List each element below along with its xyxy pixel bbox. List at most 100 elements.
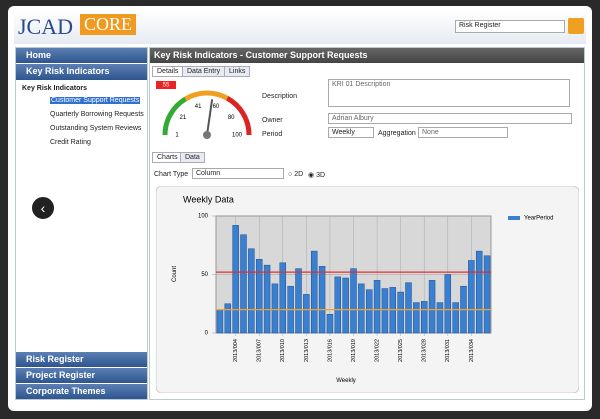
gauge-tick-label: 1 xyxy=(175,133,179,139)
y-tick-label: 50 xyxy=(201,272,208,278)
sidebar-section[interactable]: Risk Register xyxy=(16,352,147,367)
field-label: Aggregation xyxy=(378,130,416,137)
x-tick-label: 2013/034 xyxy=(469,339,475,362)
bar xyxy=(381,288,389,334)
owner-input[interactable]: Adrian Albury xyxy=(328,113,572,124)
bar xyxy=(468,260,475,334)
sidebar-section[interactable]: Project Register xyxy=(16,368,147,383)
gauge-tick-label: 41 xyxy=(195,104,202,110)
bar xyxy=(303,294,310,334)
tree-item[interactable]: Quarterly Borrowing Requests xyxy=(50,111,144,118)
bar xyxy=(271,283,279,334)
header: JCAD CORE Risk Register xyxy=(14,10,586,44)
radio-2d[interactable]: ○ 2D xyxy=(288,171,304,178)
bar xyxy=(334,276,342,334)
bar xyxy=(365,289,373,334)
x-axis-label: Weekly xyxy=(336,378,356,384)
bar xyxy=(413,302,420,334)
gauge-tick-label: 60 xyxy=(213,104,220,110)
bar xyxy=(248,248,255,334)
main-panel: Key Risk Indicators - Customer Support R… xyxy=(149,47,585,400)
sidebar: Home Key Risk Indicators Key Risk Indica… xyxy=(15,47,148,400)
tab[interactable]: Data Entry xyxy=(182,66,226,77)
x-tick-label: 2013/013 xyxy=(304,339,310,362)
legend-swatch xyxy=(508,216,520,220)
x-tick-label: 2013/019 xyxy=(351,339,357,362)
bar xyxy=(279,262,287,334)
register-select[interactable]: Risk Register xyxy=(455,20,565,33)
bar xyxy=(342,277,349,334)
logo-left: JCAD xyxy=(18,14,74,39)
gauge-tick-label: 100 xyxy=(232,133,243,139)
bar xyxy=(373,280,381,334)
tree-root[interactable]: Key Risk Indicators xyxy=(22,85,87,92)
chart-type-select[interactable]: Column xyxy=(192,168,284,179)
bar xyxy=(255,259,263,334)
radio-label: 3D xyxy=(316,172,326,179)
gauge-readout-box xyxy=(156,81,176,89)
logo-right: CORE xyxy=(80,14,137,35)
gauge-band xyxy=(162,96,187,136)
y-tick-label: 100 xyxy=(198,214,209,220)
x-tick-label: 2013/010 xyxy=(280,339,286,362)
bar xyxy=(475,250,483,334)
gauge-tick-label: 21 xyxy=(179,115,186,121)
bar xyxy=(436,302,444,334)
tab[interactable]: Data xyxy=(180,152,205,163)
gauge-hub xyxy=(203,131,211,139)
bar xyxy=(295,268,302,334)
bar xyxy=(224,303,232,334)
sidebar-section[interactable]: Key Risk Indicators xyxy=(16,64,147,80)
description-input[interactable]: KRI 01 Description xyxy=(328,79,570,107)
gauge-band xyxy=(184,90,229,102)
chart: Weekly Data Weekly Count 0 50 100 2013/004 2… xyxy=(156,186,579,393)
bar xyxy=(397,291,404,334)
field-label: Owner xyxy=(262,117,283,124)
bar xyxy=(232,225,239,334)
bar xyxy=(216,309,224,334)
gauge-tick-label: 80 xyxy=(228,115,235,121)
x-tick-label: 2013/031 xyxy=(445,339,451,362)
field-label: Chart Type xyxy=(154,171,189,178)
x-tick-label: 2013/007 xyxy=(257,339,263,362)
sidebar-section[interactable]: Home xyxy=(16,48,147,63)
tab[interactable]: Details xyxy=(152,66,184,77)
bar xyxy=(483,255,491,334)
bar xyxy=(452,302,459,334)
field-label: Description xyxy=(262,93,298,100)
tab[interactable]: Charts xyxy=(152,152,183,163)
nav-back-button[interactable]: ‹ xyxy=(30,195,56,221)
tree-item[interactable]: Credit Rating xyxy=(50,139,91,146)
x-tick-label: 2013/004 xyxy=(233,339,239,362)
field-label: Period xyxy=(262,131,283,138)
gauge: 1 21 41 60 80 100 55 xyxy=(152,79,256,143)
legend-label: YearPeriod xyxy=(524,216,553,222)
bar xyxy=(358,283,365,334)
tab[interactable]: Links xyxy=(224,66,251,77)
chart-title: Weekly Data xyxy=(183,194,234,204)
bar xyxy=(350,268,357,334)
tree-item[interactable]: Customer Support Requests xyxy=(50,97,141,104)
radio-3d[interactable]: ◉ 3D xyxy=(308,172,326,179)
sidebar-section[interactable]: Corporate Themes xyxy=(16,384,147,399)
bar xyxy=(420,301,428,334)
aggregation-input[interactable]: None xyxy=(418,127,508,138)
bar xyxy=(263,264,271,334)
gauge-needle xyxy=(206,99,214,136)
bar xyxy=(240,234,247,334)
x-tick-label: 2013/016 xyxy=(327,339,333,362)
gauge-band xyxy=(225,96,252,136)
gauge-readout: 55 xyxy=(163,83,170,89)
bar xyxy=(326,314,334,334)
bar xyxy=(318,266,326,334)
bar xyxy=(405,282,412,334)
period-select[interactable]: Weekly xyxy=(328,127,374,138)
y-axis-label: Count xyxy=(172,266,178,282)
y-tick-label: 0 xyxy=(205,331,209,337)
x-tick-label: 2013/025 xyxy=(398,339,404,362)
key-button[interactable] xyxy=(568,18,584,34)
tree-item[interactable]: Outstanding System Reviews xyxy=(50,125,142,132)
bar xyxy=(428,280,436,334)
bar xyxy=(310,250,318,334)
